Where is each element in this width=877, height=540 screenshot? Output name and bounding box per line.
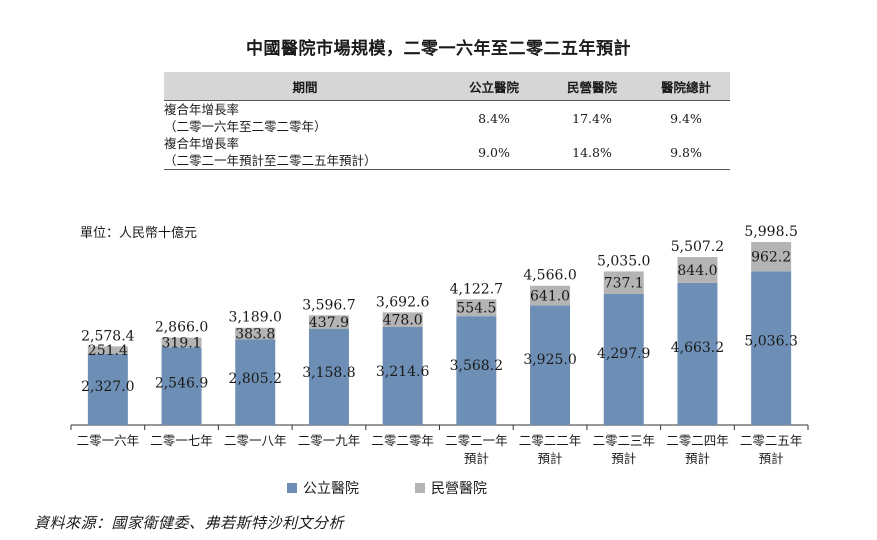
data-label-private: 554.5 (456, 301, 496, 317)
data-label-private: 251.4 (88, 343, 128, 359)
x-tick-label: 二零二零年 (371, 433, 434, 448)
bar-private (677, 257, 718, 283)
x-tick-label: 二零一六年 (77, 433, 140, 448)
data-label-total: 2,578.4 (81, 328, 135, 344)
bar-private (161, 337, 202, 348)
public-cagr: 8.4% (478, 111, 510, 126)
x-tick-label: 二零二三年 (592, 433, 655, 448)
x-tick-label: 二零一七年 (150, 433, 213, 448)
data-label-public: 3,158.8 (302, 365, 355, 381)
data-label-private: 737.1 (604, 276, 644, 292)
table-header-row: 期間 公立醫院 民營醫院 醫院總計 (164, 72, 730, 101)
source-note: 資料來源：國家衛健委、弗若斯特沙利文分析 (34, 514, 345, 532)
data-label-private: 844.0 (677, 263, 717, 279)
period-cell: 複合年增長率 （二零二一年預計至二零二五年預計） (164, 135, 446, 170)
x-tick-label: 二零一八年 (224, 433, 287, 448)
data-label-private: 437.9 (309, 315, 349, 331)
x-tick-label: 二零一九年 (298, 433, 361, 448)
bar-private (87, 346, 128, 355)
data-label-public: 4,663.2 (671, 340, 724, 356)
bar-public (87, 354, 128, 425)
legend: 公立醫院 民營醫院 (287, 478, 543, 498)
bar-private (308, 315, 349, 329)
data-label-public: 2,805.2 (229, 371, 282, 387)
data-label-total: 3,189.0 (229, 310, 282, 326)
legend-swatch-public (287, 483, 297, 493)
bar-public (530, 305, 571, 425)
x-tick-label: 二零二一年 (445, 433, 508, 448)
header-public: 公立醫院 (446, 72, 542, 101)
bar-public (308, 328, 349, 425)
bar-public (456, 316, 497, 425)
bar-private (456, 299, 497, 317)
x-tick-label: 預計 (611, 451, 636, 466)
data-label-public: 2,327.0 (81, 379, 134, 395)
bar-private (751, 242, 792, 272)
period-line: （二零二一年預計至二零二五年預計） (164, 153, 377, 168)
period-line: （二零一六年至二零二零年） (164, 119, 327, 134)
data-label-private: 478.0 (383, 313, 423, 329)
data-label-public: 3,214.6 (376, 364, 430, 380)
data-label-total: 2,866.0 (155, 320, 208, 336)
data-label-total: 5,035.0 (597, 253, 650, 269)
data-label-total: 5,998.5 (744, 224, 797, 240)
bar-private (235, 327, 276, 340)
cagr-table: 期間 公立醫院 民營醫院 醫院總計 複合年增長率 （二零一六年至二零二零年） 8… (164, 72, 730, 170)
x-tick-label: 預計 (464, 451, 489, 466)
data-label-total: 4,122.7 (450, 281, 503, 297)
data-label-public: 4,297.9 (597, 346, 650, 362)
legend-item-private: 民營醫院 (415, 478, 487, 498)
private-cagr: 17.4% (572, 111, 612, 126)
x-tick-label: 二零二五年 (740, 433, 803, 448)
public-cagr: 9.0% (446, 135, 542, 170)
legend-label-private: 民營醫院 (431, 481, 487, 497)
data-label-private: 319.1 (162, 335, 202, 351)
x-tick-label: 預計 (538, 451, 563, 466)
x-tick-label: 二零二二年 (519, 433, 582, 448)
data-label-public: 3,568.2 (450, 358, 503, 374)
private-cagr: 14.8% (542, 135, 642, 170)
data-label-public: 3,925.0 (523, 352, 576, 368)
data-label-public: 2,546.9 (155, 375, 208, 391)
bar-public (677, 282, 718, 425)
header-period: 期間 (164, 72, 446, 101)
legend-item-public: 公立醫院 (287, 478, 359, 498)
legend-swatch-private (415, 483, 425, 493)
x-tick-label: 預計 (685, 451, 710, 466)
header-total: 醫院總計 (642, 72, 730, 101)
page-title: 中國醫院市場規模，二零一六年至二零二五年預計 (246, 39, 631, 59)
data-label-total: 4,566.0 (523, 268, 576, 284)
legend-label-public: 公立醫院 (303, 481, 359, 497)
data-label-total: 5,507.2 (671, 239, 724, 255)
table-row: 複合年增長率 （二零一六年至二零二零年） 8.4% 17.4% 9.4% (164, 101, 730, 136)
table-row: 複合年增長率 （二零二一年預計至二零二五年預計） 9.0% 14.8% 9.8% (164, 135, 730, 170)
period-line: 複合年增長率 (164, 136, 240, 151)
bar-private (530, 285, 571, 306)
data-label-private: 383.8 (235, 327, 275, 343)
bar-public (382, 326, 423, 425)
data-label-private: 641.0 (530, 289, 570, 305)
x-tick-label: 預計 (759, 451, 784, 466)
period-cell: 複合年增長率 （二零一六年至二零二零年） (164, 101, 446, 136)
x-tick-label: 二零二四年 (666, 433, 729, 448)
data-label-public: 5,036.3 (744, 334, 797, 350)
unit-label: 單位：人民幣十億元 (80, 226, 198, 241)
bar-public (235, 339, 276, 425)
data-label-private: 962.2 (751, 250, 791, 266)
bar-public (751, 271, 792, 425)
header-private: 民營醫院 (542, 72, 642, 101)
bar-public (161, 347, 202, 425)
data-label-total: 3,596.7 (302, 297, 355, 313)
bar-public (603, 293, 644, 425)
bar-private (603, 271, 644, 294)
bar-private (382, 312, 423, 327)
period-line: 複合年增長率 (164, 102, 240, 117)
data-label-total: 3,692.6 (376, 294, 430, 310)
total-cagr: 9.8% (642, 135, 730, 170)
total-cagr: 9.4% (670, 111, 702, 126)
